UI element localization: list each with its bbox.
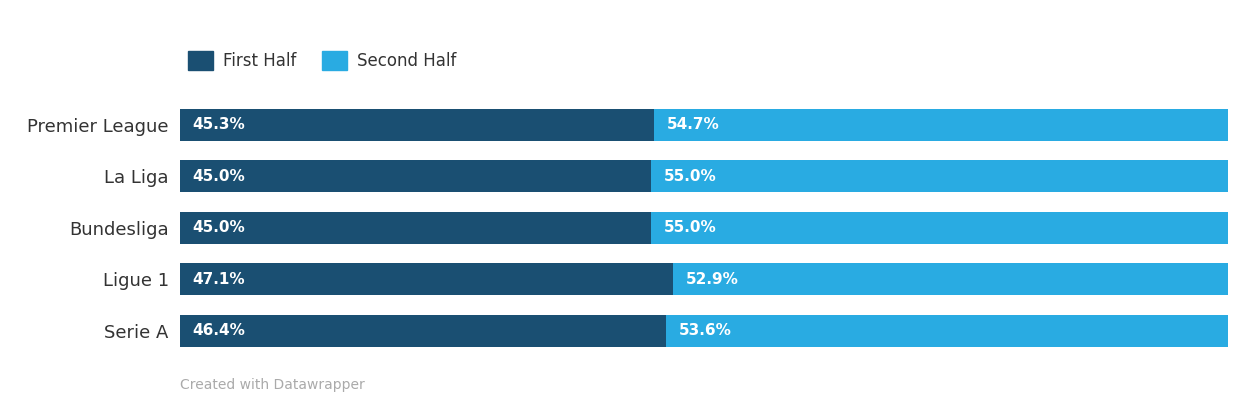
Bar (180, 109, 655, 141)
Text: 55.0%: 55.0% (663, 169, 717, 184)
Text: 53.6%: 53.6% (678, 323, 732, 338)
Bar (180, 160, 651, 192)
Text: Created with Datawrapper: Created with Datawrapper (180, 378, 365, 392)
Text: 47.1%: 47.1% (192, 272, 246, 287)
Legend: First Half, Second Half: First Half, Second Half (188, 51, 456, 70)
Text: 45.0%: 45.0% (192, 169, 246, 184)
Bar (180, 212, 651, 244)
Text: 46.4%: 46.4% (192, 323, 246, 338)
Bar (651, 160, 1228, 192)
Bar (673, 263, 1228, 295)
Text: 45.3%: 45.3% (192, 117, 246, 132)
Bar (180, 263, 673, 295)
Bar (180, 315, 666, 346)
Bar (666, 315, 1228, 346)
Bar (651, 212, 1228, 244)
Bar (655, 109, 1228, 141)
Text: 54.7%: 54.7% (667, 117, 719, 132)
Text: 45.0%: 45.0% (192, 220, 246, 235)
Text: 55.0%: 55.0% (663, 220, 717, 235)
Text: 52.9%: 52.9% (686, 272, 739, 287)
